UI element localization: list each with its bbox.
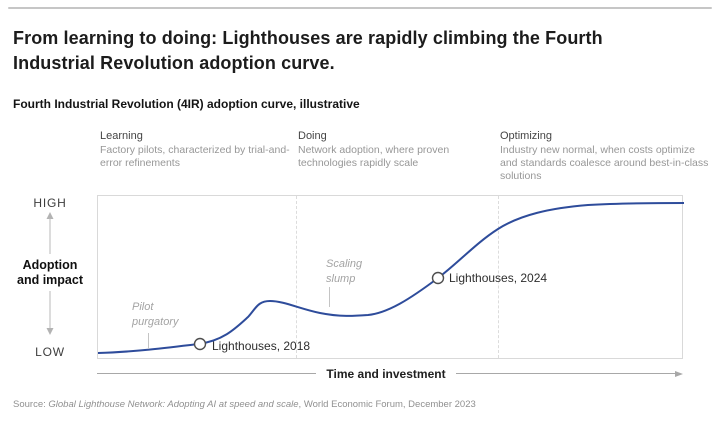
x-axis: Time and investment: [97, 366, 683, 381]
adoption-curve-line: [98, 202, 684, 354]
figure-title: From learning to doing: Lighthouses are …: [13, 28, 603, 73]
y-axis-high-label: HIGH: [33, 196, 67, 210]
phase-boundary-line-2: [498, 196, 499, 358]
data-point-lighthouses-2024: [431, 271, 445, 285]
phase-name: Optimizing: [500, 130, 552, 142]
y-axis-title: Adoption and impact: [5, 258, 95, 288]
adoption-curve-plot: Pilot purgatory Scaling slump Lighthouse…: [97, 195, 684, 359]
x-axis-line-right: [455, 373, 675, 374]
phase-name: Learning: [100, 130, 143, 142]
top-divider: [8, 7, 712, 9]
source-suffix: , World Economic Forum, December 2023: [298, 399, 476, 410]
data-point-label-2024: Lighthouses, 2024: [449, 271, 548, 285]
annotation-pilot-purgatory: Pilot purgatory: [132, 301, 179, 328]
phase-description: Factory pilots, characterized by trial-a…: [100, 144, 290, 169]
source-title: Global Lighthouse Network: Adopting AI a…: [48, 399, 299, 410]
x-axis-line-left: [97, 373, 317, 374]
phase-column-optimizing: Optimizing Industry new normal, when cos…: [500, 129, 710, 183]
source-citation: Source: Global Lighthouse Network: Adopt…: [13, 399, 476, 410]
up-arrow-icon: [46, 212, 54, 254]
right-arrow-icon: [675, 370, 683, 377]
annotation-scaling-slump: Scaling slump: [326, 258, 363, 285]
y-axis-low-label: LOW: [35, 345, 65, 359]
y-axis-title-line2: and impact: [17, 273, 83, 287]
annotation-tick-pilot: [148, 333, 149, 349]
y-axis-title-line1: Adoption: [22, 258, 78, 272]
phase-column-learning: Learning Factory pilots, characterized b…: [100, 129, 292, 170]
annotation-tick-scaling: [329, 287, 330, 307]
x-axis-title: Time and investment: [326, 366, 446, 381]
phase-column-doing: Doing Network adoption, where proven tec…: [298, 129, 490, 170]
down-arrow-icon: [46, 291, 54, 335]
phase-description: Network adoption, where proven technolog…: [298, 144, 450, 169]
data-point-lighthouses-2018: [193, 337, 207, 351]
phase-name: Doing: [298, 130, 327, 142]
source-prefix: Source:: [13, 399, 49, 410]
data-point-label-2018: Lighthouses, 2018: [212, 339, 311, 353]
phase-description: Industry new normal, when costs optimize…: [500, 144, 709, 182]
adoption-curve-chart: [98, 202, 684, 354]
phase-boundary-line-1: [296, 196, 297, 358]
figure-subtitle: Fourth Industrial Revolution (4IR) adopt…: [13, 97, 360, 111]
